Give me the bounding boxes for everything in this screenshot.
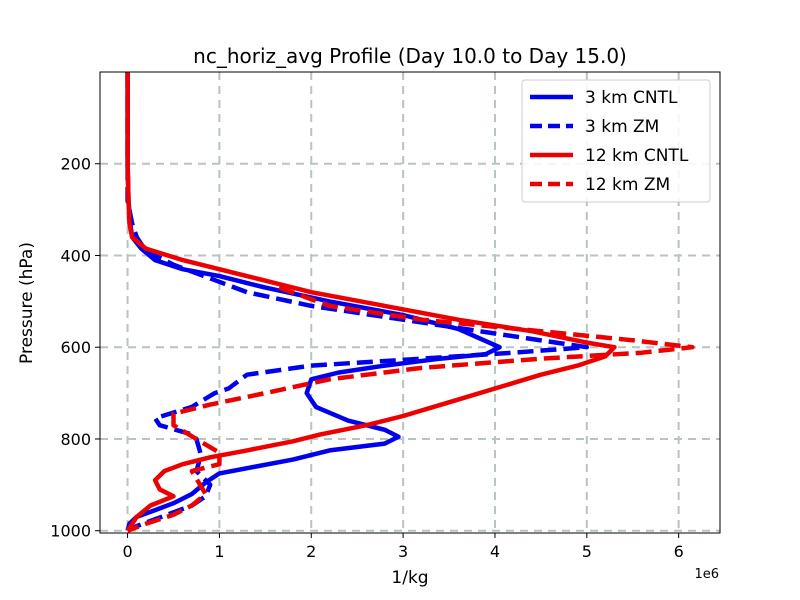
chart-title: nc_horiz_avg Profile (Day 10.0 to Day 15… (193, 44, 627, 68)
series-12km-cntl (125, 72, 617, 532)
plot-frame (99, 71, 721, 534)
legend-label-12km-zm: 12 km ZM (585, 175, 670, 195)
grid (100, 72, 720, 533)
x-tick-label: 2 (306, 542, 316, 561)
legend-label-3km-zm: 3 km ZM (585, 117, 659, 137)
x-axis-label: 1/kg (391, 568, 428, 588)
x-tick-label: 6 (674, 542, 684, 561)
y-tick-label: 400 (60, 246, 91, 265)
x-tick-label: 0 (122, 542, 132, 561)
legend-box (521, 79, 711, 203)
x-tick-label: 1 (214, 542, 224, 561)
x-axis-offset-label: 1e6 (694, 567, 719, 582)
y-tick-label: 800 (60, 430, 91, 449)
legend-label-3km-cntl: 3 km CNTL (585, 88, 678, 108)
y-tick-label: 1000 (50, 522, 91, 541)
legend: 3 km CNTL 3 km ZM 12 km CNTL 12 km ZM (521, 79, 711, 203)
ticks: 0 1 2 3 4 5 6 200 400 600 800 1000 (50, 155, 683, 561)
x-tick-label: 5 (582, 542, 592, 561)
series-12km-zm (126, 285, 695, 533)
series-layer (125, 72, 695, 533)
x-tick-label: 3 (398, 542, 408, 561)
y-tick-label: 200 (60, 155, 91, 174)
x-tick-label: 4 (490, 542, 500, 561)
y-tick-label: 600 (60, 338, 91, 357)
legend-label-12km-cntl: 12 km CNTL (585, 146, 689, 166)
y-axis-label: Pressure (hPa) (17, 242, 37, 364)
